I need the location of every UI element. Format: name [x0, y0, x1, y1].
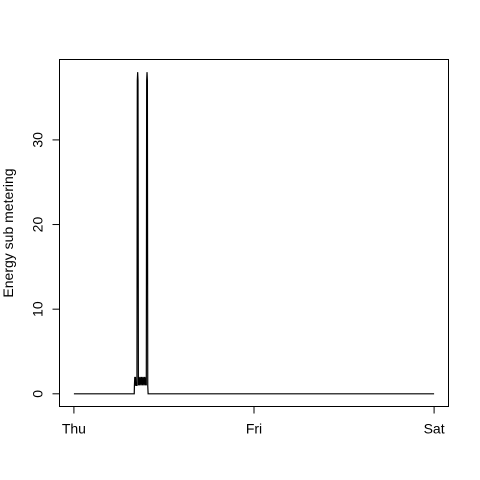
- x-tick-label: Thu: [62, 421, 86, 437]
- x-tick-label: Sat: [424, 421, 445, 437]
- y-tick-label: 20: [30, 217, 46, 233]
- x-tick-label: Fri: [246, 421, 262, 437]
- x-axis: Thu Fri Sat: [62, 406, 445, 437]
- y-tick-label: 0: [30, 390, 46, 398]
- y-tick-label: 30: [30, 132, 46, 148]
- series-layer: [73, 72, 435, 395]
- y-axis-label: Energy sub metering: [0, 168, 16, 297]
- y-axis: 0 10 20 30: [30, 132, 60, 398]
- y-tick-label: 10: [30, 301, 46, 317]
- plot-frame: [59, 59, 449, 407]
- series-line-0: [73, 72, 435, 395]
